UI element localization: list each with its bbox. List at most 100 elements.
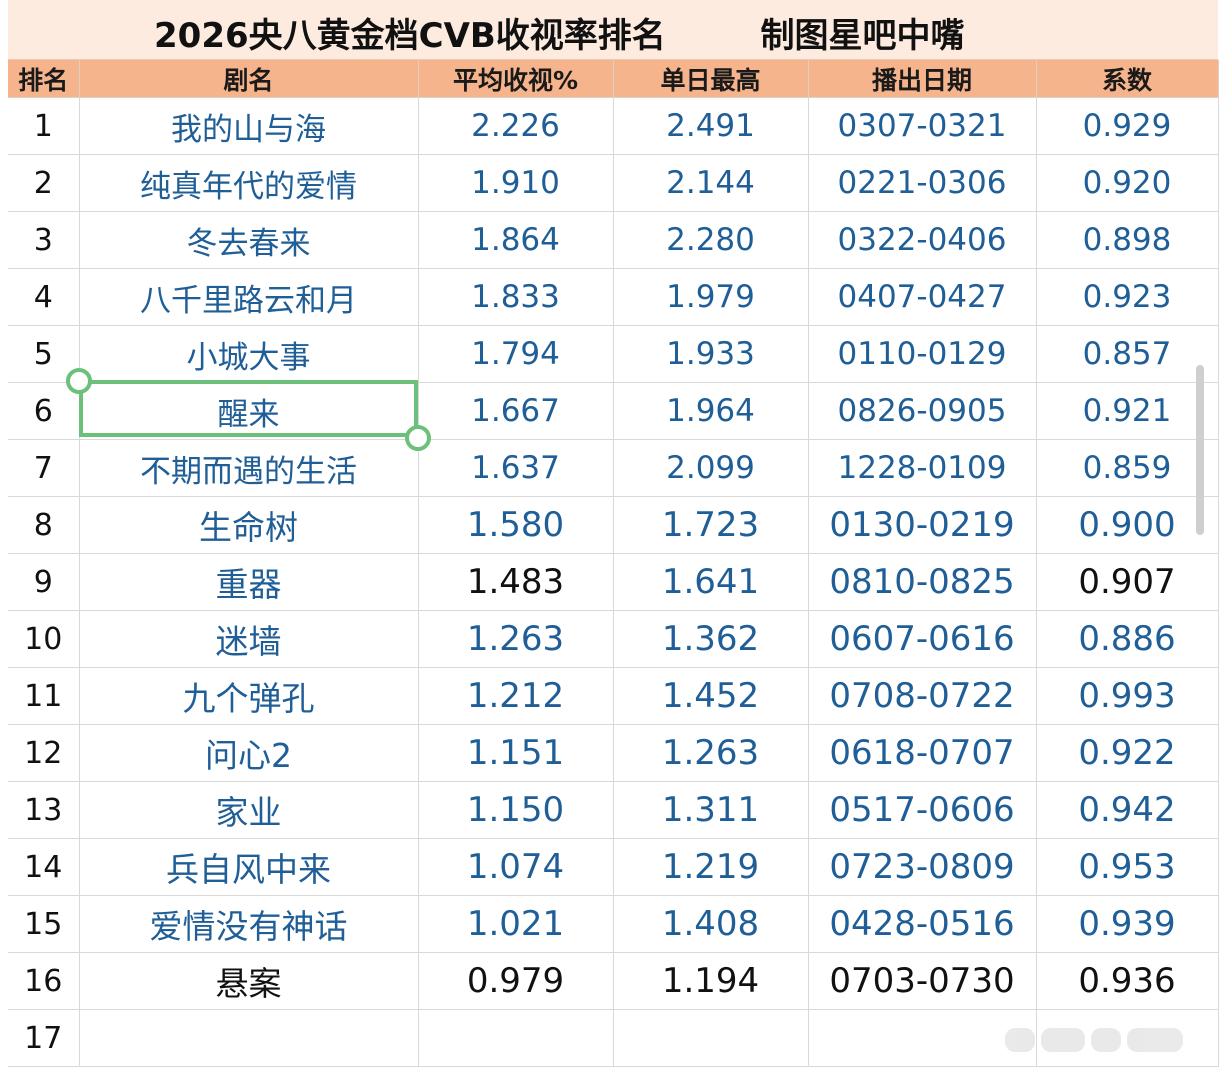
cell-title[interactable]: 我的山与海 [79, 97, 419, 155]
cell-coefficient[interactable]: 0.857 [1036, 325, 1219, 383]
cell-avg-rating[interactable]: 1.263 [418, 610, 614, 668]
cell-air-dates[interactable]: 0810-0825 [808, 553, 1037, 611]
cell-rank[interactable]: 13 [8, 781, 80, 839]
cell-avg-rating[interactable]: 0.979 [418, 952, 614, 1010]
cell-coefficient[interactable]: 0.939 [1036, 895, 1219, 953]
cell-rank[interactable]: 9 [8, 553, 80, 611]
cell-air-dates[interactable]: 0723-0809 [808, 838, 1037, 896]
cell-avg-rating[interactable]: 1.833 [418, 268, 614, 326]
cell-title[interactable]: 小城大事 [79, 325, 419, 383]
cell-coefficient[interactable]: 0.923 [1036, 268, 1219, 326]
cell-avg-rating[interactable] [418, 1009, 614, 1067]
cell-air-dates[interactable]: 0607-0616 [808, 610, 1037, 668]
cell-avg-rating[interactable]: 1.864 [418, 211, 614, 269]
cell-rank[interactable]: 17 [8, 1009, 80, 1067]
cell-rank[interactable]: 10 [8, 610, 80, 668]
cell-avg-rating[interactable]: 1.637 [418, 439, 614, 497]
cell-title[interactable]: 生命树 [79, 496, 419, 554]
cell-peak-rating[interactable]: 1.964 [613, 382, 809, 440]
cell-title[interactable]: 悬案 [79, 952, 419, 1010]
cell-title[interactable]: 九个弹孔 [79, 667, 419, 725]
cell-peak-rating[interactable]: 1.311 [613, 781, 809, 839]
cell-air-dates[interactable]: 0703-0730 [808, 952, 1037, 1010]
header-air-dates[interactable]: 播出日期 [808, 60, 1037, 98]
header-title[interactable]: 剧名 [79, 60, 419, 98]
cell-coefficient[interactable]: 0.898 [1036, 211, 1219, 269]
cell-rank[interactable]: 3 [8, 211, 80, 269]
cell-air-dates[interactable]: 0110-0129 [808, 325, 1037, 383]
cell-rank[interactable]: 2 [8, 154, 80, 212]
cell-title[interactable]: 不期而遇的生活 [79, 439, 419, 497]
cell-avg-rating[interactable]: 1.150 [418, 781, 614, 839]
cell-title[interactable]: 爱情没有神话 [79, 895, 419, 953]
cell-title[interactable]: 兵自风中来 [79, 838, 419, 896]
cell-avg-rating[interactable]: 1.212 [418, 667, 614, 725]
cell-peak-rating[interactable] [613, 1009, 809, 1067]
cell-air-dates[interactable]: 0428-0516 [808, 895, 1037, 953]
cell-avg-rating[interactable]: 1.074 [418, 838, 614, 896]
cell-title[interactable]: 重器 [79, 553, 419, 611]
cell-peak-rating[interactable]: 2.280 [613, 211, 809, 269]
selection-handle-top-left[interactable] [66, 368, 92, 394]
cell-rank[interactable]: 14 [8, 838, 80, 896]
cell-rank[interactable]: 7 [8, 439, 80, 497]
cell-air-dates[interactable]: 0708-0722 [808, 667, 1037, 725]
cell-rank[interactable]: 11 [8, 667, 80, 725]
header-avg-rating[interactable]: 平均收视% [418, 60, 614, 98]
cell-air-dates[interactable]: 0618-0707 [808, 724, 1037, 782]
cell-rank[interactable]: 16 [8, 952, 80, 1010]
cell-coefficient[interactable]: 0.942 [1036, 781, 1219, 839]
cell-air-dates[interactable]: 0407-0427 [808, 268, 1037, 326]
header-rank[interactable]: 排名 [8, 60, 80, 98]
cell-title[interactable]: 迷墙 [79, 610, 419, 668]
cell-title[interactable]: 冬去春来 [79, 211, 419, 269]
cell-rank[interactable]: 12 [8, 724, 80, 782]
cell-coefficient[interactable]: 0.907 [1036, 553, 1219, 611]
cell-avg-rating[interactable]: 1.580 [418, 496, 614, 554]
cell-title[interactable]: 醒来 [79, 382, 419, 440]
cell-coefficient[interactable]: 0.921 [1036, 382, 1219, 440]
cell-coefficient[interactable]: 0.936 [1036, 952, 1219, 1010]
cell-title[interactable]: 家业 [79, 781, 419, 839]
cell-title[interactable]: 纯真年代的爱情 [79, 154, 419, 212]
cell-avg-rating[interactable]: 1.151 [418, 724, 614, 782]
cell-rank[interactable]: 15 [8, 895, 80, 953]
cell-coefficient[interactable]: 0.920 [1036, 154, 1219, 212]
cell-peak-rating[interactable]: 1.362 [613, 610, 809, 668]
cell-coefficient[interactable]: 0.929 [1036, 97, 1219, 155]
cell-rank[interactable]: 6 [8, 382, 80, 440]
cell-peak-rating[interactable]: 1.194 [613, 952, 809, 1010]
cell-rank[interactable]: 4 [8, 268, 80, 326]
cell-coefficient[interactable]: 0.922 [1036, 724, 1219, 782]
cell-peak-rating[interactable]: 2.144 [613, 154, 809, 212]
cell-peak-rating[interactable]: 1.979 [613, 268, 809, 326]
cell-coefficient[interactable]: 0.859 [1036, 439, 1219, 497]
cell-air-dates[interactable]: 0307-0321 [808, 97, 1037, 155]
cell-avg-rating[interactable]: 1.021 [418, 895, 614, 953]
cell-peak-rating[interactable]: 1.219 [613, 838, 809, 896]
cell-title[interactable]: 八千里路云和月 [79, 268, 419, 326]
cell-avg-rating[interactable]: 1.667 [418, 382, 614, 440]
selection-handle-bottom-right[interactable] [405, 425, 431, 451]
cell-coefficient[interactable]: 0.886 [1036, 610, 1219, 668]
cell-title[interactable]: 问心2 [79, 724, 419, 782]
cell-air-dates[interactable]: 0517-0606 [808, 781, 1037, 839]
cell-avg-rating[interactable]: 1.794 [418, 325, 614, 383]
cell-air-dates[interactable] [808, 1009, 1037, 1067]
cell-avg-rating[interactable]: 1.483 [418, 553, 614, 611]
cell-peak-rating[interactable]: 1.723 [613, 496, 809, 554]
cell-air-dates[interactable]: 1228-0109 [808, 439, 1037, 497]
cell-coefficient[interactable]: 0.900 [1036, 496, 1219, 554]
header-peak-rating[interactable]: 单日最高 [613, 60, 809, 98]
header-coefficient[interactable]: 系数 [1036, 60, 1219, 98]
cell-air-dates[interactable]: 0130-0219 [808, 496, 1037, 554]
cell-coefficient[interactable]: 0.953 [1036, 838, 1219, 896]
cell-air-dates[interactable]: 0826-0905 [808, 382, 1037, 440]
cell-peak-rating[interactable]: 2.099 [613, 439, 809, 497]
vertical-scrollbar[interactable] [1196, 365, 1204, 535]
cell-air-dates[interactable]: 0322-0406 [808, 211, 1037, 269]
cell-avg-rating[interactable]: 2.226 [418, 97, 614, 155]
cell-rank[interactable]: 8 [8, 496, 80, 554]
cell-peak-rating[interactable]: 1.452 [613, 667, 809, 725]
cell-peak-rating[interactable]: 2.491 [613, 97, 809, 155]
